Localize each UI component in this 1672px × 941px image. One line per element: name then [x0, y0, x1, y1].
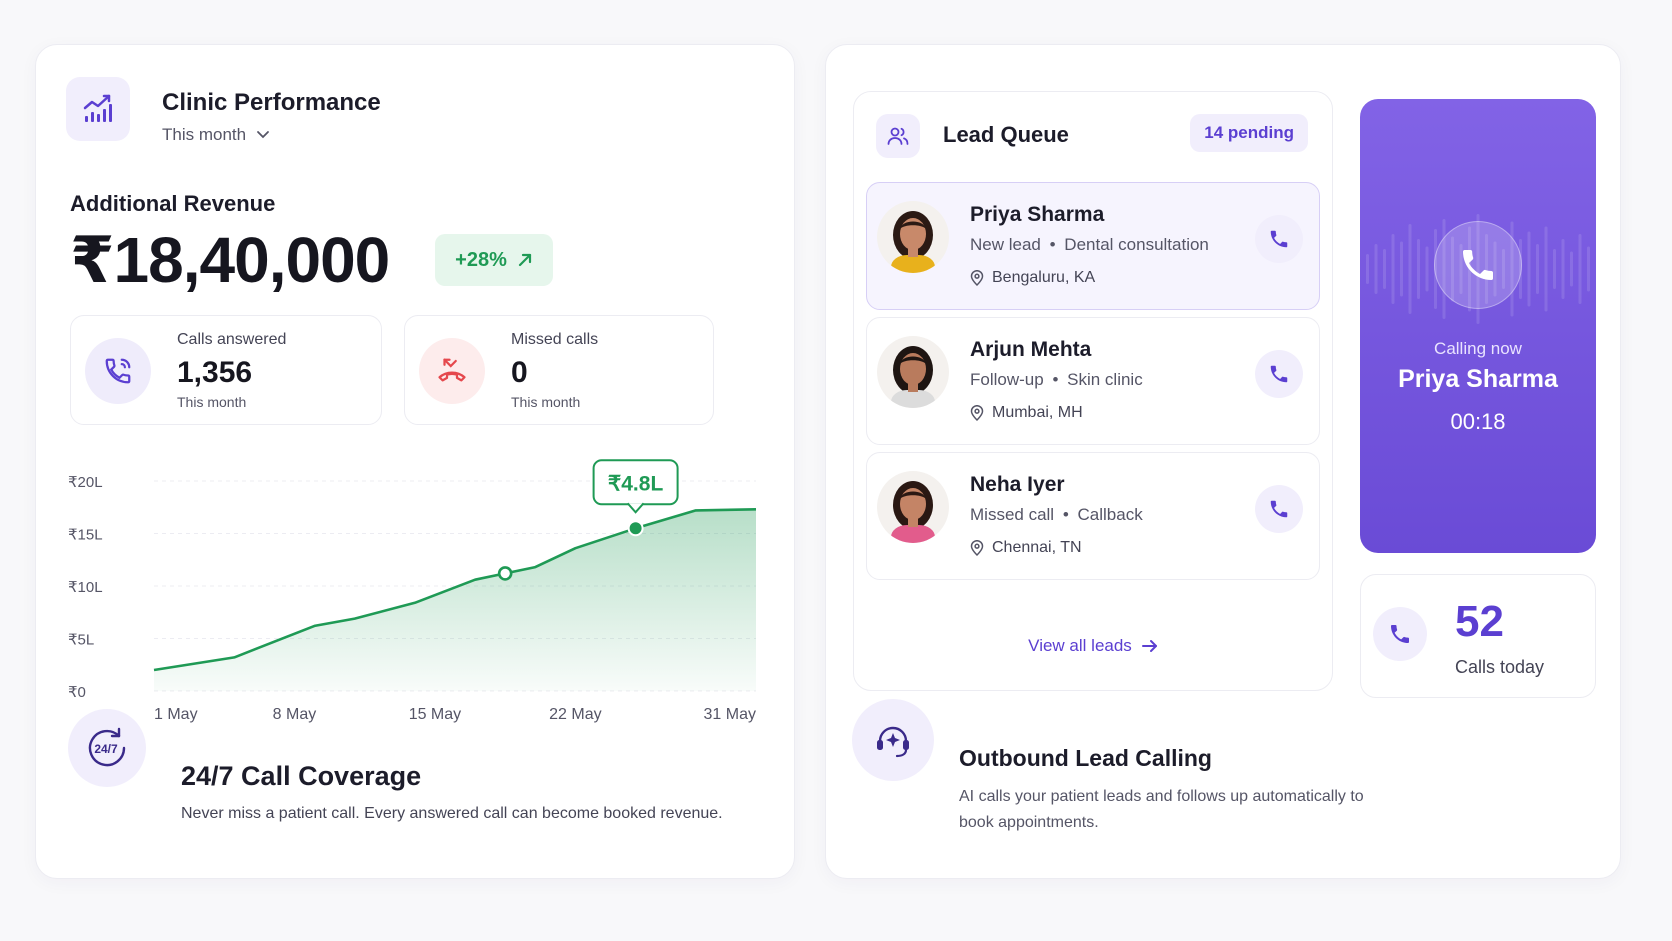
- stat-sub: This month: [511, 394, 581, 410]
- lead-item[interactable]: Arjun Mehta Follow-up • Skin clinic Mumb…: [866, 317, 1320, 445]
- calls-today-label: Calls today: [1455, 657, 1545, 677]
- chart-x-tick-label: 31 May: [704, 706, 756, 723]
- lead-location: Bengaluru, KA: [970, 269, 1095, 287]
- headset-ai-icon: [852, 699, 934, 781]
- lead-description: Follow-up • Skin clinic: [970, 370, 1143, 390]
- calls-today-value: 52: [1455, 597, 1504, 646]
- chart-y-tick-label: ₹0: [68, 684, 86, 701]
- revenue-change-badge: +28%: [435, 234, 553, 286]
- calling-now-label: Calling now: [1434, 339, 1522, 358]
- lead-name: Neha Iyer: [970, 473, 1065, 496]
- chart-line: [153, 508, 757, 672]
- lead-description: Missed call • Callback: [970, 505, 1143, 525]
- phone-icon: [1270, 230, 1288, 248]
- pending-badge: 14 pending: [1190, 114, 1308, 152]
- period-label: This month: [162, 125, 247, 144]
- clock-24-7-icon: 24/7: [68, 709, 146, 787]
- avatar: [877, 336, 949, 408]
- avatar: [877, 471, 949, 543]
- lead-name: Priya Sharma: [970, 203, 1105, 226]
- chevron-down-icon: [257, 131, 269, 139]
- lead-location-label: Chennai, TN: [992, 539, 1082, 556]
- revenue-change-value: +28%: [455, 248, 507, 271]
- lead-location-label: Bengaluru, KA: [992, 269, 1096, 286]
- coverage-title: 24/7 Call Coverage: [181, 761, 422, 791]
- chart-x-tick-label: 8 May: [273, 706, 317, 723]
- lead-description: New lead • Dental consultation: [970, 235, 1209, 255]
- chart-y-tick-label: ₹15L: [68, 527, 103, 544]
- stat-label: Calls answered: [177, 331, 287, 348]
- chart-x-tick-label: 1 May: [154, 706, 198, 723]
- lead-detail: Dental consultation: [1064, 235, 1209, 254]
- lead-item[interactable]: Neha Iyer Missed call • Callback Chennai…: [866, 452, 1320, 580]
- stat-value: 1,356: [177, 356, 253, 389]
- call-lead-button[interactable]: [1255, 485, 1303, 533]
- lead-queue-panel: Lead Queue 14 pending Priya Sharma New l…: [853, 91, 1333, 691]
- chart-y-tick-label: ₹10L: [68, 579, 103, 596]
- revenue-chart: ₹20L ₹15L ₹10L ₹5L ₹0 1 May 8 May 15 May 22 May…: [68, 459, 757, 723]
- chart-x-tick-label: 15 May: [409, 706, 461, 723]
- clinic-performance-card: Clinic Performance This month Additional…: [35, 44, 795, 879]
- calls-answered-stat: Calls answered 1,356 This month: [70, 315, 382, 425]
- location-pin-icon: [970, 540, 984, 556]
- arrow-up-right-icon: [518, 253, 531, 267]
- phone-icon: [1373, 607, 1427, 661]
- chart-marker-point: [497, 566, 513, 581]
- location-pin-icon: [970, 405, 984, 421]
- lead-location-label: Mumbai, MH: [992, 404, 1083, 421]
- revenue-value: ₹18,40,000: [70, 224, 390, 296]
- phone-active-icon[interactable]: [1434, 221, 1522, 309]
- coverage-badge-text: 24/7: [94, 742, 118, 756]
- phone-incoming-icon: [85, 338, 151, 404]
- chart-x-tick-label: 22 May: [549, 706, 601, 723]
- missed-calls-stat: Missed calls 0 This month: [404, 315, 714, 425]
- stat-sub: This month: [177, 394, 247, 410]
- location-pin-icon: [970, 270, 984, 286]
- call-timer: 00:18: [1450, 409, 1506, 434]
- separator-dot: •: [1062, 505, 1069, 524]
- separator-dot: •: [1049, 235, 1056, 254]
- revenue-label: Additional Revenue: [70, 191, 276, 216]
- period-dropdown[interactable]: This month: [162, 125, 270, 145]
- lead-item[interactable]: Priya Sharma New lead • Dental consultat…: [866, 182, 1320, 310]
- call-lead-button[interactable]: [1255, 215, 1303, 263]
- lead-type: New lead: [970, 235, 1041, 254]
- lead-name: Arjun Mehta: [970, 338, 1092, 361]
- chart-area: [154, 509, 756, 691]
- outbound-title: Outbound Lead Calling: [959, 745, 1212, 771]
- coverage-description: Never miss a patient call. Every answere…: [181, 805, 723, 822]
- phone-icon: [1270, 500, 1288, 518]
- calls-today-stat: 52 Calls today: [1360, 574, 1596, 698]
- chart-highlight-point: [627, 520, 644, 537]
- lead-location: Mumbai, MH: [970, 404, 1083, 422]
- calling-contact-name: Priya Sharma: [1398, 365, 1558, 393]
- lead-location: Chennai, TN: [970, 539, 1082, 557]
- outbound-description: AI calls your patient leads and follows …: [959, 788, 1364, 831]
- phone-icon: [1270, 365, 1288, 383]
- lead-detail: Skin clinic: [1067, 370, 1143, 389]
- chart-tooltip: ₹4.8L: [592, 459, 679, 514]
- separator-dot: •: [1052, 370, 1059, 389]
- chart-y-tick-label: ₹5L: [68, 632, 94, 649]
- call-lead-button[interactable]: [1255, 350, 1303, 398]
- lead-type: Missed call: [970, 505, 1055, 524]
- users-icon: [876, 114, 920, 158]
- chart-y-tick-label: ₹20L: [68, 474, 103, 491]
- stat-value: 0: [511, 356, 528, 389]
- lead-calling-card: Lead Queue 14 pending Priya Sharma New l…: [825, 44, 1621, 879]
- view-all-label: View all leads: [1028, 636, 1132, 655]
- view-all-leads-link[interactable]: View all leads: [854, 636, 1332, 656]
- chart-tooltip-label: ₹4.8L: [608, 472, 664, 495]
- lead-detail: Callback: [1077, 505, 1143, 524]
- lead-queue-title: Lead Queue: [943, 122, 1069, 147]
- chart-trend-icon: [66, 77, 130, 141]
- page-title: Clinic Performance: [162, 89, 381, 116]
- phone-missed-icon: [419, 338, 485, 404]
- avatar: [877, 201, 949, 273]
- lead-type: Follow-up: [970, 370, 1044, 389]
- calling-now-panel: Calling now Priya Sharma 00:18: [1360, 99, 1596, 553]
- arrow-right-icon: [1141, 640, 1157, 652]
- stat-label: Missed calls: [511, 331, 599, 348]
